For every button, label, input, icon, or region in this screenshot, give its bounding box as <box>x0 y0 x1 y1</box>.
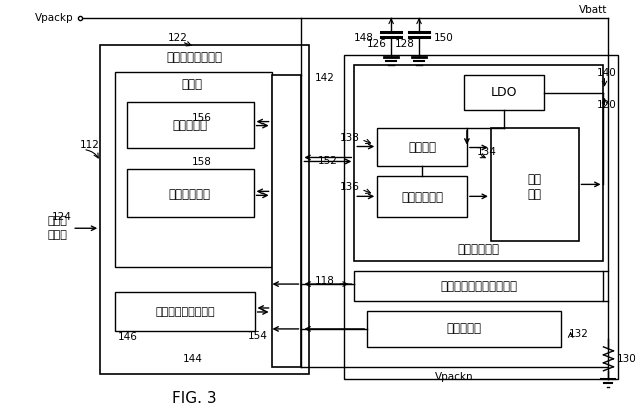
Text: 150: 150 <box>434 33 454 43</box>
Text: 146: 146 <box>118 332 138 342</box>
Bar <box>367 311 561 347</box>
Text: 144: 144 <box>183 354 203 364</box>
Bar <box>377 176 467 217</box>
Text: 124: 124 <box>51 212 71 222</box>
Text: 回路へ: 回路へ <box>47 230 67 240</box>
Text: 148: 148 <box>353 33 373 43</box>
Text: コントローラ: コントローラ <box>401 191 443 204</box>
Text: 134: 134 <box>477 146 497 157</box>
Text: データベース: データベース <box>169 188 211 201</box>
Text: フューエルゲージ: フューエルゲージ <box>167 51 223 64</box>
Text: 156: 156 <box>192 113 212 123</box>
Text: 126: 126 <box>367 39 387 49</box>
Text: 138: 138 <box>339 133 359 142</box>
Text: ホスト: ホスト <box>47 216 67 226</box>
Bar <box>377 128 467 166</box>
Text: 142: 142 <box>314 73 334 83</box>
Text: 154: 154 <box>248 331 268 341</box>
Text: 136: 136 <box>339 182 359 193</box>
Text: 122: 122 <box>168 33 188 43</box>
Text: 152: 152 <box>317 156 337 166</box>
Bar <box>115 72 271 267</box>
Text: 120: 120 <box>596 100 616 110</box>
Text: 温度センサ: 温度センサ <box>447 322 481 335</box>
Text: 132: 132 <box>568 329 588 339</box>
Text: 128: 128 <box>396 39 415 49</box>
Bar <box>464 75 543 110</box>
Text: プログラム: プログラム <box>172 119 207 132</box>
Bar <box>127 102 253 148</box>
Text: 充電可能なバッテリセル: 充電可能なバッテリセル <box>440 279 517 293</box>
Text: メモリ: メモリ <box>181 78 202 91</box>
Text: 電圧
感知: 電圧 感知 <box>528 173 541 202</box>
Text: Vpackn: Vpackn <box>435 372 473 382</box>
Text: マイクロプロセッサ: マイクロプロセッサ <box>155 307 214 317</box>
Text: 130: 130 <box>616 354 636 364</box>
Bar <box>271 75 301 367</box>
Text: 112: 112 <box>80 140 100 149</box>
Bar <box>127 169 253 217</box>
Text: ドライバ: ドライバ <box>408 141 436 154</box>
Bar <box>491 128 579 241</box>
Bar <box>355 271 604 301</box>
Text: Vbatt: Vbatt <box>579 5 607 15</box>
Text: 158: 158 <box>192 157 212 167</box>
Text: 140: 140 <box>596 68 616 78</box>
Text: Vpackp: Vpackp <box>35 13 74 23</box>
Bar <box>355 65 604 261</box>
Text: FIG. 3: FIG. 3 <box>173 391 217 406</box>
Text: LDO: LDO <box>490 86 517 99</box>
Bar <box>115 292 255 331</box>
Text: 118: 118 <box>314 276 334 286</box>
Text: バッテリ管理: バッテリ管理 <box>458 243 500 256</box>
Bar <box>344 55 618 379</box>
Bar <box>100 45 309 374</box>
